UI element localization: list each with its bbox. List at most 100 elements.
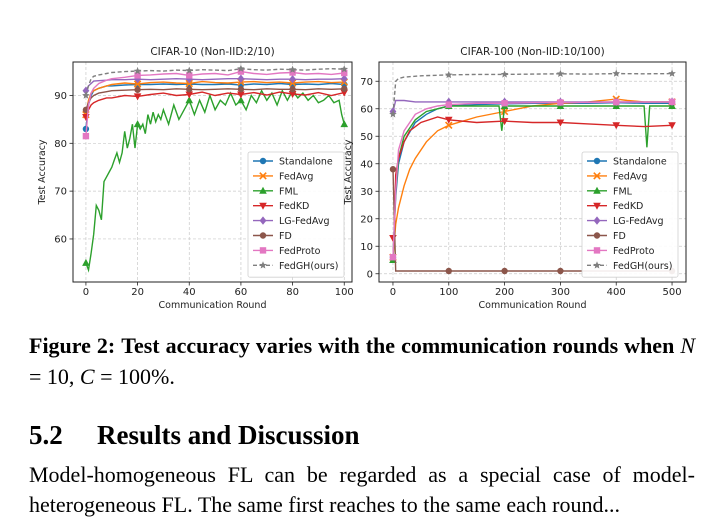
- legend-marker-fedproto: [259, 247, 267, 254]
- series-line-fedproto: [85, 70, 345, 137]
- y-tick-label: 20: [360, 214, 373, 225]
- legend-label-fedgh-ours: FedGH(ours): [279, 261, 338, 272]
- legend-label-fedproto: FedProto: [613, 246, 655, 257]
- legend-marker-fd: [593, 232, 601, 239]
- series-marker-lg-fedavg: [82, 86, 90, 95]
- legend-marker-lg-fedavg: [259, 216, 267, 225]
- x-tick-label: 100: [335, 287, 354, 298]
- series-marker-fedgh-ours: [389, 110, 397, 118]
- x-tick-label: 0: [83, 287, 89, 298]
- series-marker-fedkd: [185, 91, 194, 99]
- x-tick-label: 60: [235, 287, 248, 298]
- legend-marker-standalone: [593, 157, 601, 165]
- legend-marker-lg-fedavg: [593, 216, 601, 225]
- series-marker-fd: [445, 267, 452, 275]
- chart-cifar100: 0 100 200 300 400 500 0 10 20 30 40 50 60 70 CIFAR-100…: [343, 46, 687, 311]
- legend: Standalone FedAvg FML FedKD LG-FedAvg FD FedPr…: [581, 151, 679, 278]
- x-tick-label: 400: [607, 287, 626, 298]
- section-heading: 5.2 Results and Discussion: [29, 418, 360, 452]
- y-tick-label: 60: [54, 234, 67, 245]
- legend-marker-fd: [259, 232, 267, 239]
- series-marker-fedgh-ours: [556, 69, 565, 78]
- legend-label-fedavg: FedAvg: [279, 171, 313, 182]
- series-marker-fd: [186, 86, 193, 93]
- series-marker-fedproto: [134, 72, 141, 79]
- y-tick-label: 80: [54, 139, 67, 150]
- series-marker-fd: [341, 85, 348, 92]
- legend-marker-fml: [593, 186, 601, 194]
- series-marker-fd: [501, 267, 508, 275]
- series-marker-fedgh-ours: [444, 70, 453, 79]
- chart-cifar10: 0 20 40 60 80 100 60 70 80 90 CIFAR-10 (Non-IID:2/…: [37, 46, 354, 311]
- legend-marker-fedproto: [593, 247, 601, 254]
- series-marker-fedgh-ours: [237, 64, 245, 72]
- caption-math: N = 10, C = 100%.: [29, 333, 695, 389]
- series-marker-fedproto: [82, 132, 90, 140]
- legend-label-fedgh-ours: FedGH(ours): [613, 261, 672, 272]
- legend-marker-fedkd: [259, 202, 267, 210]
- chart-title: CIFAR-10 (Non-IID:2/10): [150, 46, 274, 58]
- caption-text: Test accuracy varies with the communicat…: [121, 333, 675, 358]
- series-marker-fedgh-ours: [288, 65, 297, 73]
- series-group: [82, 64, 349, 273]
- series-marker-fedavg: [445, 121, 453, 130]
- series-marker-fd: [289, 86, 296, 93]
- x-tick-label: 100: [439, 287, 458, 298]
- x-tick-label: 0: [390, 287, 396, 298]
- series-marker-fml: [133, 120, 142, 128]
- series-marker-fedproto: [289, 69, 296, 76]
- series-line-fedproto: [392, 101, 673, 258]
- caption-math-c: C: [79, 364, 95, 389]
- y-tick-label: 50: [360, 132, 373, 143]
- series-line-fedgh-ours: [392, 72, 673, 115]
- series-marker-fedgh-ours: [612, 69, 621, 77]
- series-marker-fedproto: [501, 100, 508, 107]
- series-group: [389, 69, 676, 275]
- y-tick-label: 0: [367, 269, 373, 280]
- legend-label-lg-fedavg: LG-FedAvg: [279, 216, 330, 227]
- series-marker-fd: [389, 166, 397, 173]
- legend-label-lg-fedavg: LG-FedAvg: [613, 216, 664, 227]
- legend-label-standalone: Standalone: [279, 157, 333, 168]
- series-marker-fml: [340, 120, 349, 128]
- figure-caption: Figure 2: Test accuracy varies with the …: [29, 330, 695, 392]
- x-tick-label: 300: [551, 287, 570, 298]
- x-tick-label: 40: [183, 287, 196, 298]
- series-marker-fd: [557, 267, 564, 275]
- series-marker-fedproto: [445, 101, 452, 108]
- legend-label-fml: FML: [279, 186, 299, 197]
- chart-title: CIFAR-100 (Non-IID:10/100): [460, 46, 604, 58]
- series-marker-fedkd: [668, 122, 676, 130]
- series-marker-fml: [82, 258, 90, 266]
- legend-label-fedavg: FedAvg: [613, 171, 647, 182]
- caption-label: Figure 2:: [29, 333, 116, 358]
- series-marker-fedkd: [237, 91, 245, 99]
- series-marker-fedkd: [133, 93, 142, 101]
- x-tick-label: 200: [495, 287, 514, 298]
- series-marker-fedgh-ours: [340, 65, 349, 73]
- plot-frame: [378, 61, 687, 283]
- series-marker-lg-fedavg: [289, 75, 296, 84]
- series-marker-fedgh-ours: [133, 67, 142, 75]
- x-axis-label: Communication Round: [479, 300, 587, 311]
- y-axis-label: Test Accuracy: [343, 139, 354, 205]
- series-marker-fedproto: [668, 98, 676, 106]
- legend-label-fedkd: FedKD: [279, 201, 309, 212]
- legend-label-fml: FML: [613, 186, 633, 197]
- legend-marker-fml: [259, 186, 267, 194]
- series-marker-fml: [237, 96, 245, 104]
- series-marker-lg-fedavg: [340, 74, 348, 83]
- series-marker-fedproto: [341, 69, 348, 77]
- series-line-fd: [85, 88, 345, 111]
- x-axis-label: Communication Round: [159, 300, 267, 311]
- legend-marker-fedgh-ours: [593, 261, 601, 269]
- legend-label-standalone: Standalone: [613, 157, 667, 168]
- y-tick-label: 60: [360, 104, 373, 115]
- caption-math-eq1: = 10,: [29, 364, 80, 389]
- body-paragraph: Model-homogeneous FL can be regarded as …: [29, 462, 695, 517]
- series-marker-lg-fedavg: [237, 74, 245, 83]
- series-marker-fd: [134, 86, 141, 93]
- section-number: 5.2: [29, 420, 63, 450]
- legend-label-fd: FD: [279, 231, 292, 242]
